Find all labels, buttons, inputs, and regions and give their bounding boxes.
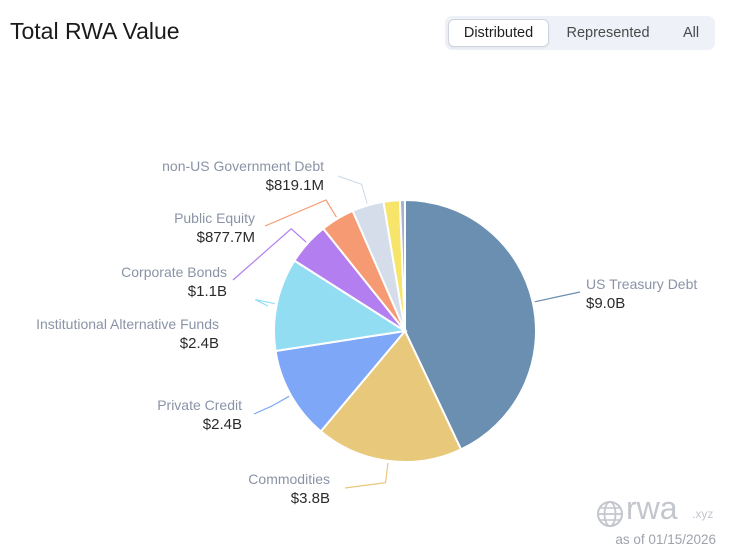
leader-line: [253, 395, 290, 415]
as-of-date: as of 01/15/2026: [615, 532, 716, 547]
pie-slice-us-treasury-debt[interactable]: [404, 198, 537, 451]
leader-line: [232, 227, 307, 281]
slice-label: Private Credit: [157, 397, 242, 413]
pie-slice-commodities[interactable]: [319, 329, 463, 463]
slice-value-label: $2.4B: [203, 416, 242, 433]
slice-value-label: $1.1B: [188, 283, 227, 300]
view-toggle: Distributed Represented All: [445, 16, 715, 50]
slice-label: non-US Government Debt: [162, 158, 324, 174]
leader-line: [344, 462, 389, 489]
slice-value-label: $3.8B: [291, 490, 330, 507]
tab-represented[interactable]: Represented: [566, 25, 650, 41]
slice-label: US Treasury Debt: [586, 276, 697, 292]
leader-line: [255, 299, 275, 307]
leader-line: [264, 199, 337, 227]
pie-slice-other-8[interactable]: [398, 198, 406, 332]
slice-label: Institutional Alternative Funds: [36, 316, 219, 332]
slice-label: Corporate Bonds: [121, 264, 227, 280]
leader-line: [534, 291, 581, 303]
slice-value-label: $9.0B: [586, 295, 625, 312]
tab-all[interactable]: All: [682, 25, 700, 41]
globe-icon: [597, 501, 623, 527]
pie-slice-private-credit[interactable]: [274, 329, 408, 433]
slice-label: Public Equity: [174, 210, 255, 226]
slice-label: Commodities: [248, 471, 330, 487]
watermark-ext: .xyz: [692, 507, 714, 521]
chart-title: Total RWA Value: [10, 18, 180, 44]
pie-slice-institutional-alternative-funds[interactable]: [273, 259, 408, 353]
watermark-brand: rwa: [626, 490, 678, 526]
tab-distributed[interactable]: Distributed: [448, 19, 549, 47]
slice-value-label: $819.1M: [266, 177, 324, 194]
slice-value-label: $877.7M: [197, 229, 255, 246]
slice-value-label: $2.4B: [180, 335, 219, 352]
leader-line: [337, 175, 368, 204]
